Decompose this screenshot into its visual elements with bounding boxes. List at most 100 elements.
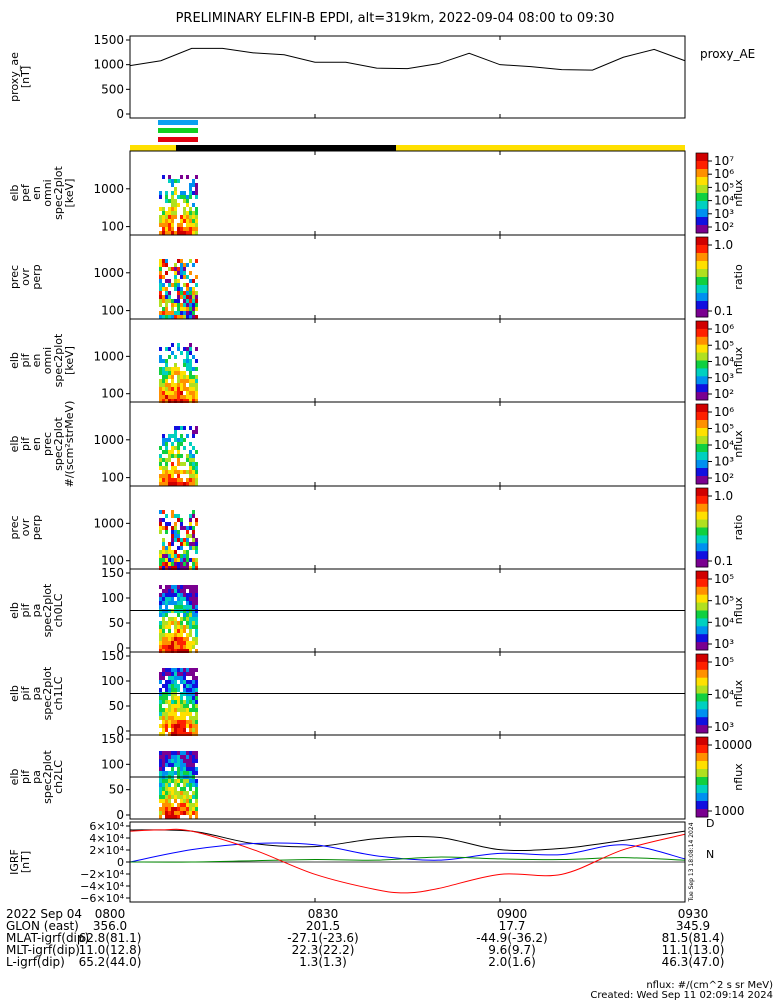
footer-created: Created: Wed Sep 11 02:09:14 2024 [590,990,773,1000]
spectrogram-cell [192,227,195,231]
spectrogram-cell [171,383,174,387]
panel-9-ylabel: spec2plot [41,750,54,804]
spectrogram-cell [192,434,195,438]
spectrogram-cell [177,815,180,819]
spectrogram-cell [195,215,198,219]
colorbar-segment [696,685,708,689]
spectrogram-cell [171,732,174,736]
spectrogram-cell [192,637,195,641]
spectrogram-cell [180,787,183,791]
spectrogram-cell [180,522,183,526]
spectrogram-cell [192,375,195,379]
panel-7: elbpifpaspec2plotch0LC10⁵10⁵10⁴10³nflux1… [8,566,745,655]
spectrogram-cell [177,450,180,454]
y-tick-label: 100 [101,387,124,401]
colorbar-segment [696,497,708,501]
spectrogram-cell [189,688,192,692]
spectrogram-cell [186,231,189,235]
spectrogram-cell [162,518,165,522]
spectrogram-cell [168,482,171,486]
spectrogram-cell [162,724,165,728]
spectrogram-cell [183,649,186,653]
spectrogram-cell [177,759,180,763]
spectrogram-cell [195,187,198,191]
colorbar-segment [696,791,708,794]
spectrogram-cell [174,720,177,724]
spectrogram-cell [189,645,192,649]
colorbar-tick-label: 10² [714,471,734,485]
spectrogram-cell [162,641,165,645]
spectrogram-cell [195,391,198,395]
colorbar-segment [696,169,708,172]
spectrogram-cell [165,375,168,379]
colorbar-segment [696,309,708,312]
spectrogram-cell [195,383,198,387]
spectrogram-cell [162,387,165,391]
spectrogram-cell [162,283,165,287]
colorbar-segment [696,533,708,536]
y-tick-label: −4×10⁴ [80,880,124,893]
colorbar-segment [696,578,708,582]
spectrogram-cell [168,732,171,736]
spectrogram-cell [180,271,183,275]
spectrogram-cell [192,688,195,692]
colorbar-segment [696,543,708,546]
spectrogram-cell [189,755,192,759]
spectrogram-cell [159,680,162,684]
colorbar-segment [696,249,708,252]
spectrogram-cell [162,295,165,299]
spectrogram-cell [195,207,198,211]
spectrogram-cell [165,759,168,763]
spectrogram-cell [171,183,174,187]
colorbar-segment [696,751,708,754]
spectrogram-cell [192,470,195,474]
colorbar-segment [696,376,708,379]
spectrogram-cell [168,231,171,235]
spectrogram-cell [168,751,171,755]
spectrogram-cell [177,645,180,649]
spectrogram-cell [189,223,192,227]
colorbar-segment [696,507,708,511]
spectrogram-cell [171,466,174,470]
spectrogram-cell [165,199,168,203]
colorbar-segment [696,257,708,260]
spectrogram-cell [180,295,183,299]
spectrogram-cell [192,279,195,283]
spectrogram-cell [168,474,171,478]
spectrogram-cell [189,649,192,653]
colorbar-segment [696,207,708,210]
spectrogram-cell [177,387,180,391]
panel-7-ylabel: pif [19,602,32,617]
y-tick-label: 0 [116,724,124,738]
igrf-side-note: Tue Sep 13 18:08:14 2024 [688,822,695,902]
spectrogram-cell [189,522,192,526]
colorbar-segment [696,344,708,348]
spectrogram-cell [159,462,162,466]
spectrogram-cell [162,795,165,799]
spectrogram-cell [168,799,171,803]
spectrogram-cell [183,759,186,763]
spectrogram-cell [171,811,174,815]
spectrogram-cell [162,315,165,319]
colorbar-segment [696,705,708,708]
spectrogram-cell [195,589,198,593]
spectrogram-cell [177,649,180,653]
spectrogram-cell [171,585,174,589]
spectrogram-cell [192,395,195,399]
colorbar-tick-label: 10⁶ [714,405,734,419]
spectrogram-cell [174,641,177,645]
colorbar-segment [696,545,708,548]
colorbar-segment [696,729,708,732]
spectrogram-cell [195,755,198,759]
spectrogram-cell [177,399,180,403]
spectrogram-cell [189,783,192,787]
spectrogram-cell [177,704,180,708]
spectrogram-cell [171,371,174,375]
spectrogram-cell [168,299,171,303]
spectrogram-cell [183,645,186,649]
spectrogram-cell [168,811,171,815]
colorbar-segment [696,555,708,558]
spectrogram-cell [174,478,177,482]
spectrogram-cell [183,387,186,391]
colorbar-tick-label: 0.1 [714,304,733,318]
